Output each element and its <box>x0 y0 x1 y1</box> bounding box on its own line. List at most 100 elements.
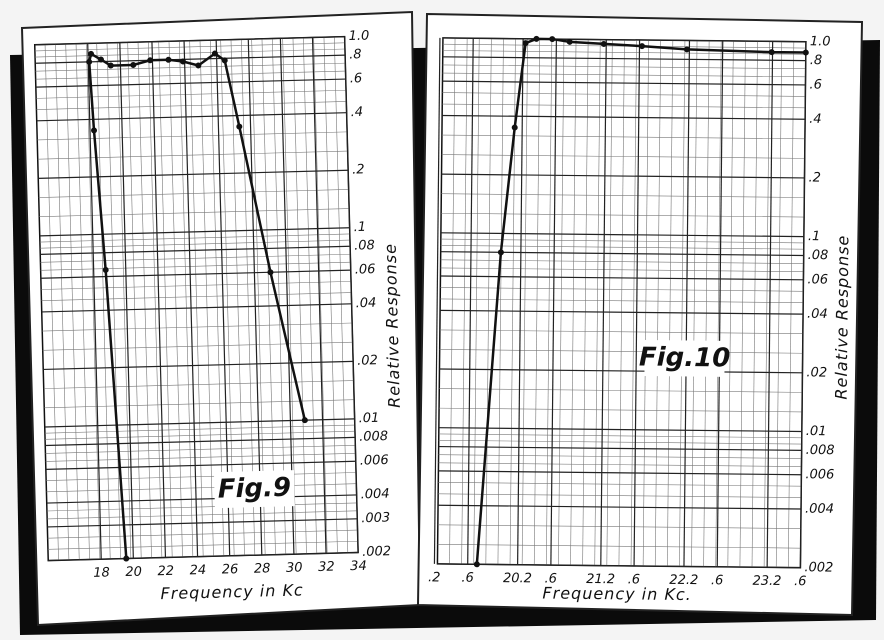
minor-grid <box>442 103 806 109</box>
y-axis-label: Relative Response <box>381 243 404 408</box>
y-tick-label: .1 <box>808 229 821 244</box>
minor-grid <box>440 298 804 304</box>
data-point <box>147 57 154 64</box>
minor-grid <box>546 39 553 566</box>
grid-line <box>438 470 802 476</box>
minor-grid <box>442 92 806 97</box>
y-tick-label: .08 <box>354 238 375 254</box>
minor-grid <box>282 38 297 555</box>
data-point <box>549 36 556 43</box>
x-tick-label: 23.2 <box>752 574 781 589</box>
minor-grid <box>751 41 758 568</box>
minor-grid <box>41 281 352 290</box>
minor-grid <box>497 38 504 565</box>
minor-grid <box>558 39 565 566</box>
data-point <box>221 57 228 64</box>
minor-grid <box>763 41 770 568</box>
grid-line <box>344 36 359 553</box>
y-axis-label: Relative Response <box>832 235 853 400</box>
minor-grid <box>44 424 355 434</box>
chart: 1.0 .8 .6 .4 .2 .1 .08 .06 .04 .02 .01 .008 .006 .004… <box>33 28 404 603</box>
grid-line <box>36 112 347 122</box>
grid-line <box>47 518 358 528</box>
minor-grid <box>35 48 345 58</box>
grid-line <box>633 39 641 566</box>
y-tick-label: .1 <box>353 220 366 235</box>
x-tick-label: 28 <box>254 561 271 576</box>
y-tick-label: .002 <box>804 560 833 575</box>
data-point <box>473 561 480 568</box>
minor-grid <box>96 43 111 559</box>
plots: 1.0 .8 .6 .4 .2 .1 .08 .06 .04 .02 .01 .008 .006 .004… <box>33 28 853 604</box>
grid-line <box>440 309 804 315</box>
minor-grid <box>47 529 358 539</box>
minor-grid <box>127 42 142 559</box>
minor-grid <box>36 101 347 110</box>
data-point <box>802 49 809 56</box>
minor-grid <box>439 349 803 354</box>
y-tick-label: .2 <box>352 162 365 177</box>
minor-grid <box>37 150 348 160</box>
y-tick-label: .01 <box>806 424 827 439</box>
minor-grid <box>438 493 802 498</box>
x-axis-label: Frequency in Kc <box>160 580 304 603</box>
grid-line <box>34 36 345 46</box>
minor-grid <box>137 42 152 558</box>
minor-grid <box>438 454 802 459</box>
minor-grid <box>189 40 204 557</box>
minor-grid <box>210 40 225 556</box>
grid-line <box>45 436 356 447</box>
minor-grid <box>40 239 350 249</box>
data-point <box>511 124 518 131</box>
minor-grid <box>36 89 347 99</box>
data-point <box>533 35 540 42</box>
minor-grid <box>168 41 183 558</box>
grid-line <box>35 78 346 88</box>
minor-grid <box>739 41 746 568</box>
y-tick-label: .06 <box>807 272 828 287</box>
minor-grid <box>45 445 356 454</box>
minor-grid <box>440 267 804 273</box>
x-tick-label: .6 <box>794 574 807 589</box>
data-point <box>123 555 130 562</box>
grid-line <box>439 368 803 374</box>
y-tick-label: .008 <box>359 429 388 445</box>
minor-grid <box>441 134 805 140</box>
minor-grid <box>272 38 287 555</box>
minor-grid <box>439 407 803 413</box>
data-point <box>236 123 243 130</box>
minor-grid <box>251 39 266 555</box>
minor-grid <box>44 44 59 561</box>
minor-grid <box>440 287 804 292</box>
grid-line <box>40 269 351 279</box>
minor-grid <box>439 388 803 393</box>
data-point <box>600 40 607 47</box>
minor-grid <box>46 483 357 493</box>
x-tick-label: .6 <box>544 572 557 587</box>
y-tick-label: .01 <box>358 411 379 427</box>
grid-line <box>41 303 352 313</box>
minor-grid <box>594 39 601 566</box>
minor-grid <box>333 36 349 553</box>
minor-grid <box>461 38 468 565</box>
y-tick-label: .006 <box>360 453 389 469</box>
minor-grid <box>65 43 80 560</box>
grid-line <box>40 245 351 255</box>
minor-grid <box>473 38 480 565</box>
data-point <box>683 46 690 53</box>
grid-line <box>766 41 774 568</box>
grid-line <box>467 38 474 565</box>
x-tick-label: 22.2 <box>669 573 698 588</box>
minor-grid <box>220 39 235 556</box>
y-tick-label: .8 <box>349 47 362 62</box>
minor-grid <box>35 70 346 80</box>
minor-grid <box>43 380 354 389</box>
minor-grid <box>521 38 528 565</box>
minor-grid <box>199 40 214 557</box>
minor-grid <box>441 212 805 218</box>
data-point <box>497 249 504 256</box>
grid-line <box>716 40 724 567</box>
annotation-bg <box>644 340 725 377</box>
minor-grid <box>44 399 355 409</box>
